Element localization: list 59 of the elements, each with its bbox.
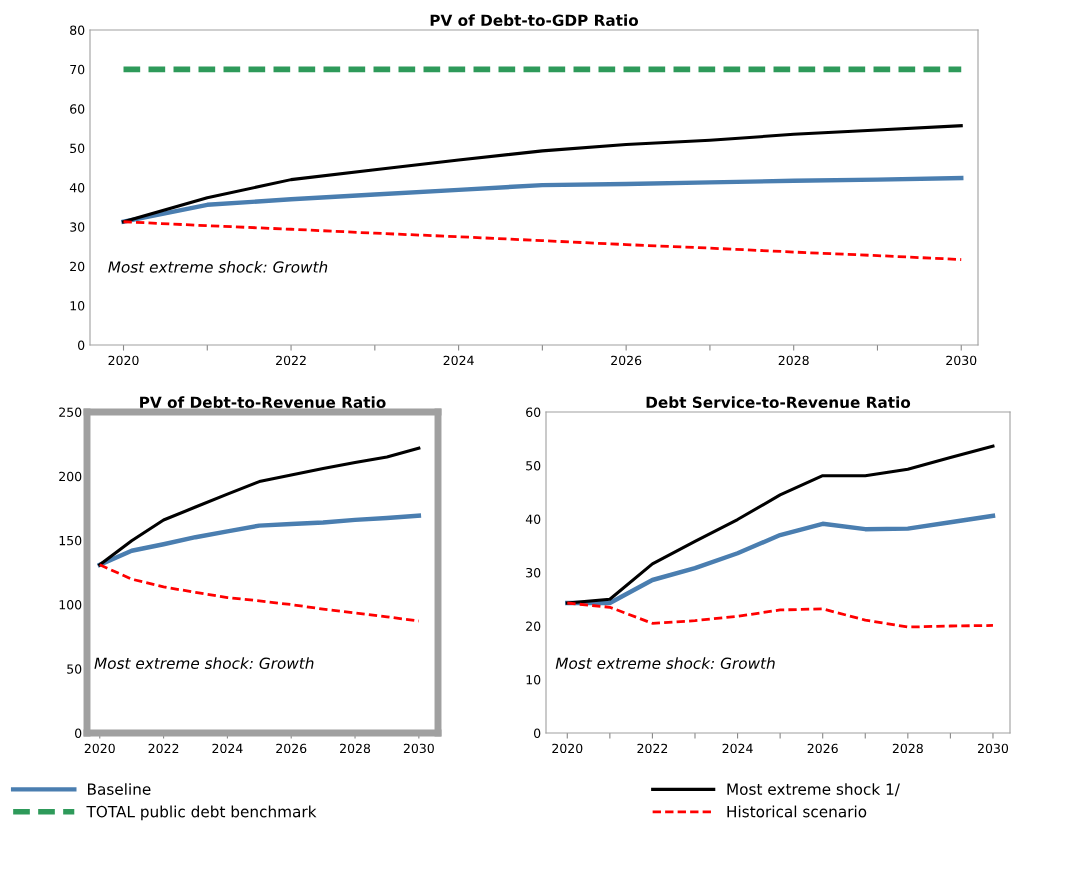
legend-label: Most extreme shock 1/ bbox=[727, 783, 900, 797]
legend-label: Historical scenario bbox=[727, 805, 867, 818]
y-tick-label: 0 bbox=[75, 728, 82, 738]
x-tick-label: 2026 bbox=[276, 743, 307, 754]
y-tick-label: 10 bbox=[526, 674, 541, 685]
x-tick-label: 2022 bbox=[276, 355, 306, 366]
y-tick-label: 50 bbox=[67, 664, 82, 674]
x-tick-label: 2026 bbox=[807, 743, 838, 754]
y-tick-label: 60 bbox=[70, 104, 85, 114]
x-tick-label: 2028 bbox=[340, 743, 371, 754]
y-tick-label: 20 bbox=[70, 261, 85, 272]
x-tick-label: 2030 bbox=[946, 355, 977, 366]
y-tick-label: 20 bbox=[526, 621, 541, 631]
y-tick-label: 10 bbox=[70, 301, 85, 311]
y-tick-label: 250 bbox=[59, 407, 82, 417]
line-series bbox=[97, 513, 422, 568]
legend-label: TOTAL public debt benchmark bbox=[86, 805, 317, 821]
y-tick-label: 60 bbox=[526, 407, 541, 417]
chart-title: Debt Service-to-Revenue Ratio bbox=[646, 396, 911, 409]
line-series bbox=[98, 446, 421, 567]
y-tick-label: 0 bbox=[534, 728, 541, 738]
y-tick-label: 70 bbox=[70, 64, 85, 75]
y-tick-label: 150 bbox=[59, 535, 82, 546]
line-series bbox=[98, 563, 421, 623]
y-tick-label: 50 bbox=[70, 143, 85, 154]
x-tick-label: 2024 bbox=[722, 743, 753, 754]
line-series bbox=[565, 513, 996, 606]
annotation: Most extreme shock: Growth bbox=[94, 657, 314, 670]
y-tick-label: 80 bbox=[70, 25, 85, 35]
line-series bbox=[122, 220, 963, 261]
x-tick-label: 2022 bbox=[637, 743, 668, 754]
x-tick-label: 2030 bbox=[403, 743, 434, 754]
y-tick-label: 100 bbox=[59, 600, 82, 610]
line-series bbox=[121, 124, 963, 224]
y-tick-label: 40 bbox=[69, 182, 85, 193]
x-tick-label: 2024 bbox=[443, 355, 474, 366]
y-tick-label: 50 bbox=[526, 460, 541, 471]
annotation: Most extreme shock: Growth bbox=[555, 657, 775, 670]
line-series bbox=[121, 175, 964, 224]
x-tick-label: 2030 bbox=[977, 743, 1009, 754]
y-tick-label: 0 bbox=[78, 340, 85, 350]
x-tick-label: 2020 bbox=[84, 743, 115, 754]
annotation: Most extreme shock: Growth bbox=[108, 260, 328, 273]
chart-title: PV of Debt-to-GDP Ratio bbox=[430, 14, 639, 27]
y-tick-label: 30 bbox=[526, 567, 541, 578]
y-tick-label: 200 bbox=[59, 471, 82, 482]
legend-label: Baseline bbox=[88, 783, 151, 795]
chart-title: PV of Debt-to-Revenue Ratio bbox=[140, 396, 386, 409]
x-tick-label: 2020 bbox=[108, 355, 139, 366]
x-tick-label: 2028 bbox=[778, 355, 809, 366]
line-series bbox=[565, 601, 995, 629]
y-tick-label: 30 bbox=[70, 222, 85, 232]
line-series bbox=[565, 444, 995, 605]
x-tick-label: 2022 bbox=[148, 743, 179, 754]
x-tick-label: 2020 bbox=[552, 743, 583, 754]
x-tick-label: 2026 bbox=[611, 355, 642, 366]
x-tick-label: 2024 bbox=[212, 743, 243, 754]
y-tick-label: 40 bbox=[525, 514, 541, 524]
x-tick-label: 2028 bbox=[892, 743, 923, 754]
